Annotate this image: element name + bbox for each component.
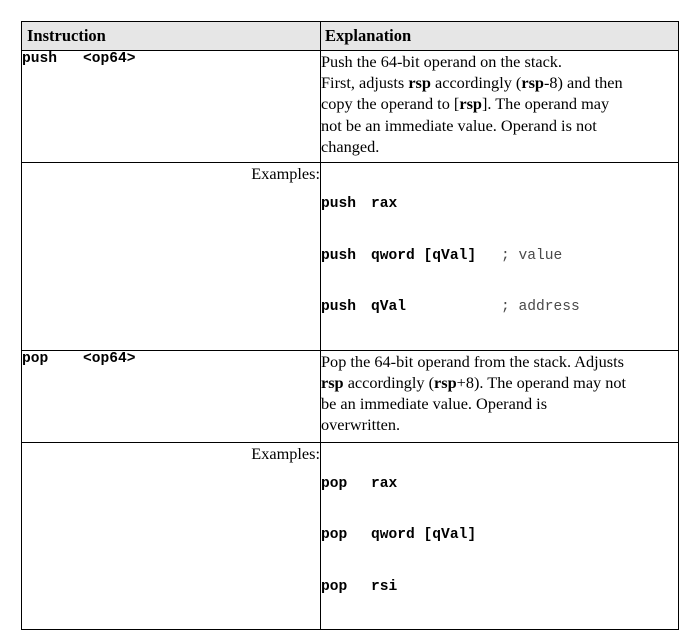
code-line: push qVal; address: [321, 299, 580, 315]
register-rsp: rsp: [521, 73, 544, 93]
pop-examples-code: pop rax pop qword [qVal] pop rsi: [320, 441, 679, 630]
table-header-row: Instruction Explanation: [21, 21, 679, 51]
register-rsp: rsp: [408, 73, 431, 93]
pop-syntax: pop <op64>: [21, 349, 321, 443]
push-desc-line-4: not be an immediate value. Operand is no…: [321, 115, 597, 135]
pop-explanation: Pop the 64-bit operand from the stack. A…: [320, 349, 679, 443]
register-rsp: rsp: [434, 372, 457, 392]
header-explanation: Explanation: [320, 21, 679, 51]
push-explanation: Push the 64-bit operand on the stack. Fi…: [320, 50, 679, 163]
pop-examples-label: Examples:: [21, 441, 321, 630]
code-line: push rax: [321, 196, 398, 212]
table-row-pop: pop <op64> Pop the 64-bit operand from th…: [21, 349, 679, 443]
register-rsp: rsp: [321, 372, 344, 392]
pop-desc-line-4: overwritten.: [321, 415, 401, 435]
push-examples-label: Examples:: [21, 162, 321, 351]
header-instruction: Instruction: [21, 21, 321, 51]
instruction-table: Instruction Explanation push <op64> Push …: [21, 21, 679, 630]
code-line: pop qword [qVal]: [321, 527, 477, 543]
table-row-pop-examples: Examples: pop rax pop qword [qVal] pop rsi: [21, 441, 679, 630]
pop-operand: <op64>: [83, 350, 136, 367]
code-line: pop rsi: [321, 578, 398, 595]
code-comment: ; value: [501, 247, 563, 264]
pop-mnemonic: pop: [22, 350, 49, 367]
pop-desc-line-2: rsp accordingly (rsp+8). The operand may…: [321, 372, 627, 392]
push-examples-code: push rax push qword [qVal]; value push qVal…: [320, 162, 679, 351]
push-operand: <op64>: [83, 51, 136, 67]
table-row-push: push <op64> Push the 64-bit operand on th…: [21, 50, 679, 163]
push-desc-line-1: Push the 64-bit operand on the stack.: [321, 52, 563, 71]
push-desc-line-2: First, adjusts rsp accordingly (rsp-8) a…: [321, 73, 623, 93]
push-mnemonic: push: [22, 51, 58, 67]
table-row-push-examples: Examples: push rax push qword [qVal]; valu…: [21, 162, 679, 351]
code-line: push qword [qVal]; value: [321, 247, 563, 264]
push-desc-line-5: changed.: [321, 136, 380, 156]
push-syntax: push <op64>: [21, 50, 321, 163]
code-line: pop rax: [321, 475, 398, 492]
code-comment: ; address: [501, 299, 580, 315]
register-rsp: rsp: [459, 94, 482, 114]
pop-desc-line-1: Pop the 64-bit operand from the stack. A…: [321, 351, 624, 371]
push-desc-line-3: copy the operand to [rsp]. The operand m…: [321, 94, 610, 114]
pop-desc-line-3: be an immediate value. Operand is: [321, 393, 548, 413]
